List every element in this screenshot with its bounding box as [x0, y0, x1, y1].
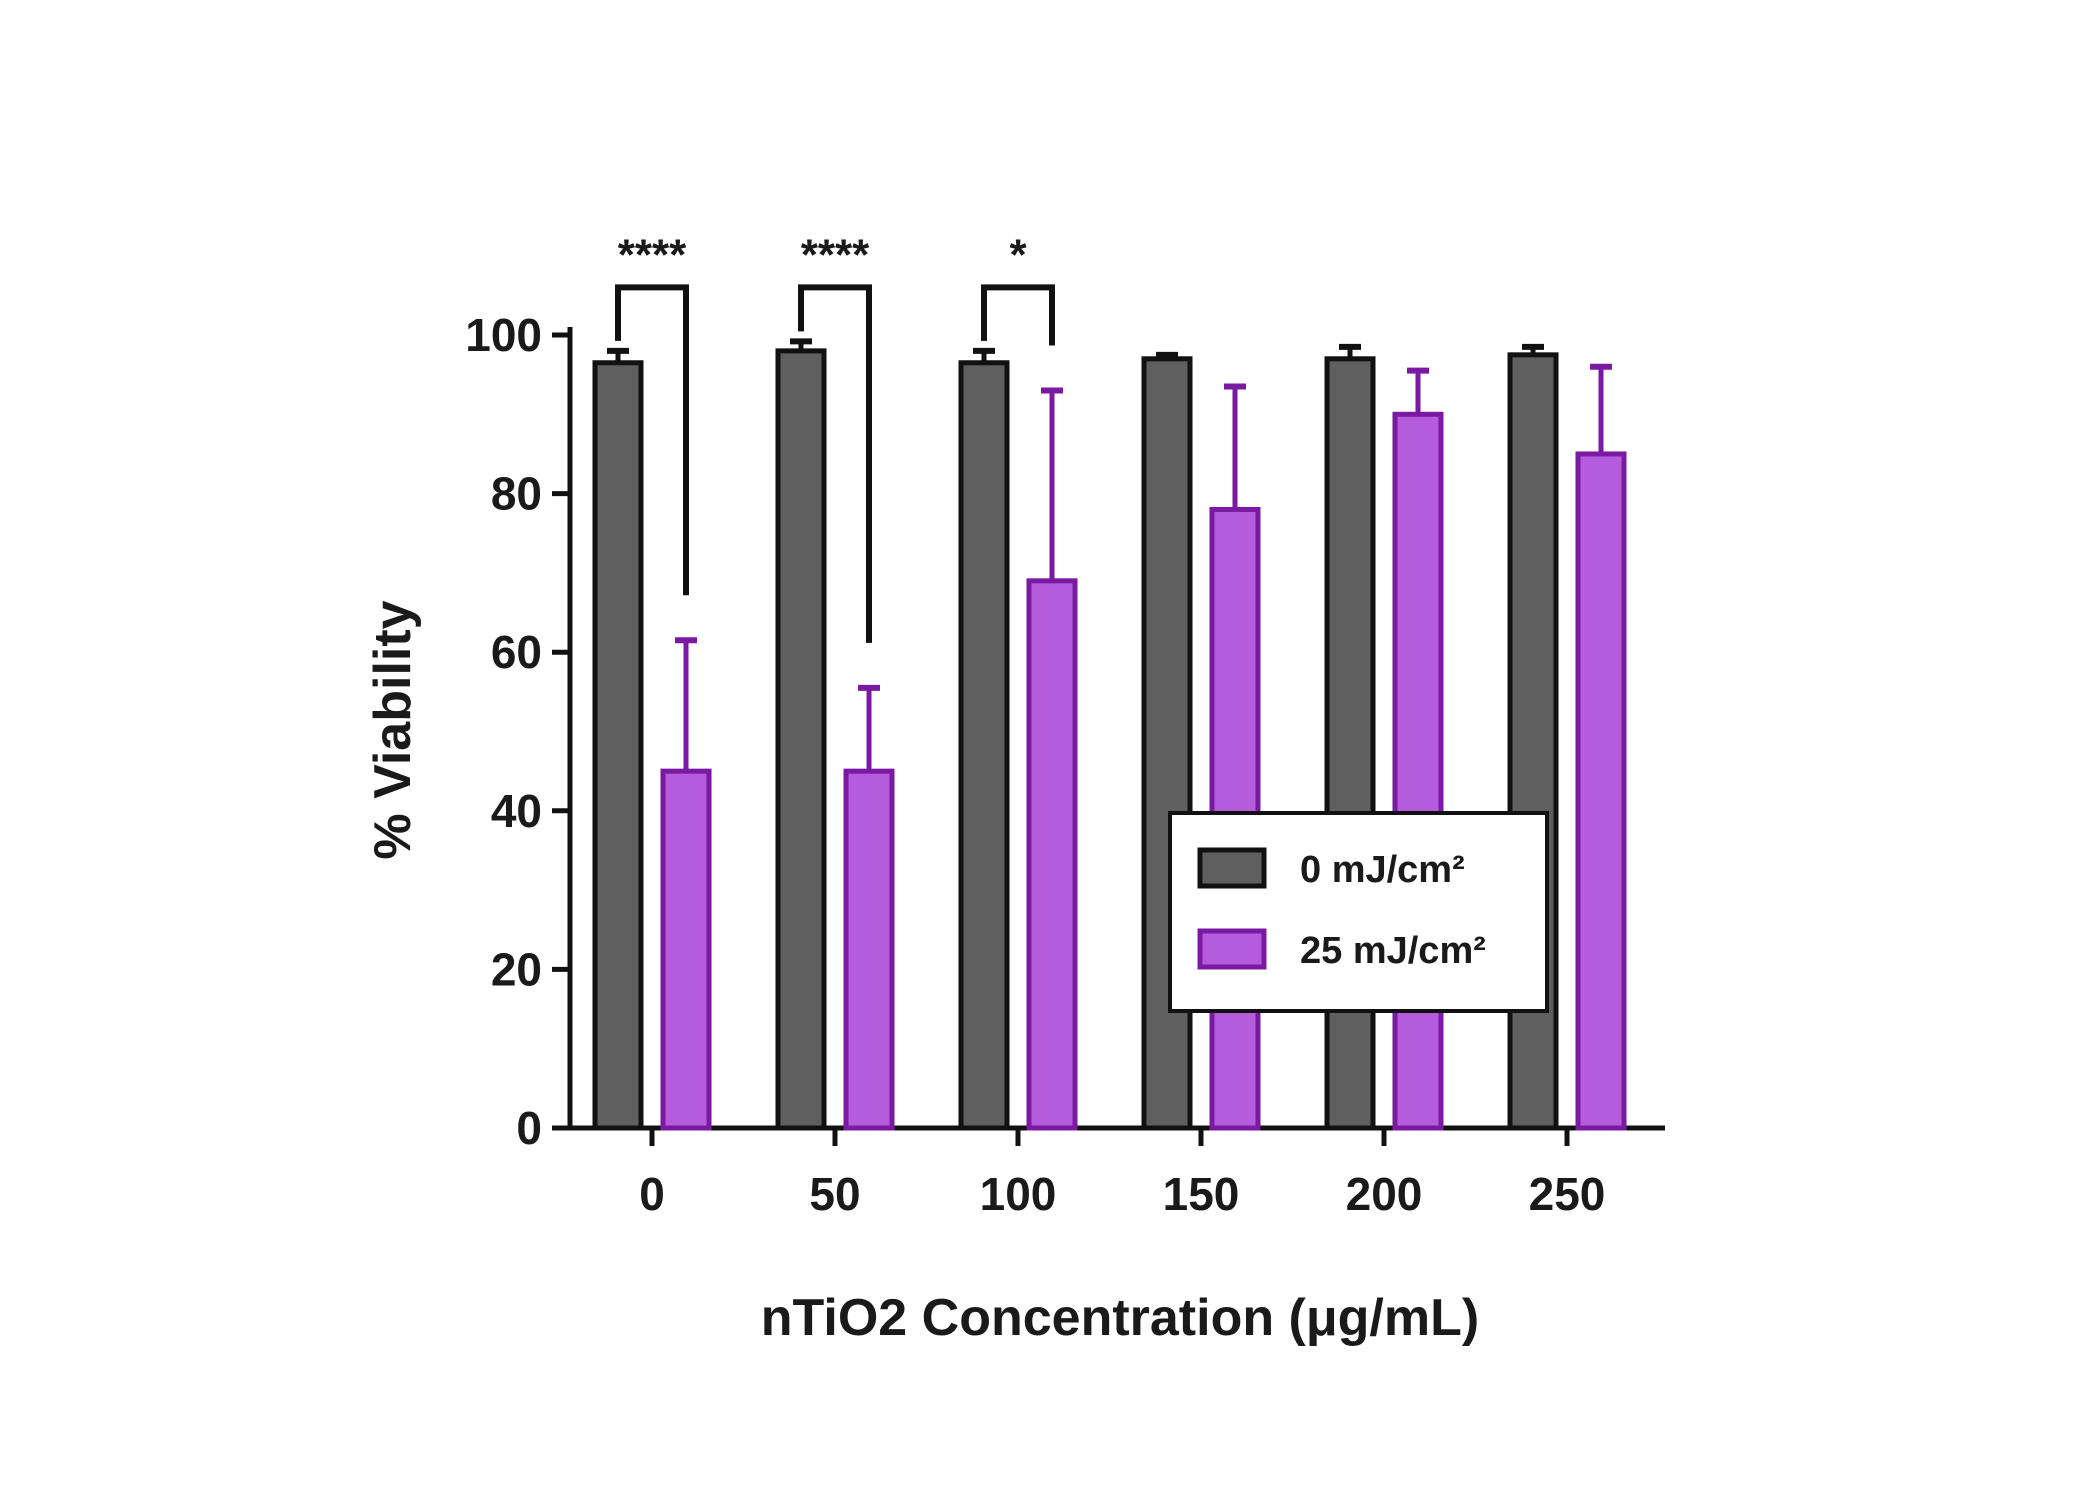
legend-label: 25 mJ/cm²	[1300, 930, 1486, 972]
y-tick-label: 80	[491, 468, 542, 520]
x-axis-title: nTiO2 Concentration (μg/mL)	[761, 1289, 1479, 1347]
x-tick-label: 150	[1163, 1168, 1240, 1220]
y-tick-label: 60	[491, 626, 542, 678]
y-tick-label: 40	[491, 785, 542, 837]
bar	[1392, 411, 1444, 1131]
x-tick-label: 0	[639, 1168, 665, 1220]
y-axis-title: % Viability	[364, 600, 422, 859]
significance-label: *	[1009, 230, 1027, 279]
significance-bracket	[615, 284, 689, 596]
legend-label: 0 mJ/cm²	[1300, 849, 1465, 891]
significance-bracket	[798, 284, 872, 643]
legend-swatch	[1197, 928, 1267, 970]
x-tick-label: 100	[980, 1168, 1057, 1220]
bar	[843, 768, 895, 1131]
bar	[958, 360, 1010, 1131]
bar	[592, 360, 644, 1131]
significance-bracket	[981, 284, 1055, 346]
bar	[775, 348, 827, 1131]
legend-swatch	[1197, 847, 1267, 889]
y-tick-label: 100	[465, 309, 542, 361]
significance-label: ****	[618, 230, 687, 279]
bar	[1026, 578, 1078, 1131]
legend-box	[1168, 811, 1549, 1013]
bar	[1575, 451, 1627, 1131]
x-tick-label: 200	[1346, 1168, 1423, 1220]
x-tick-label: 50	[809, 1168, 860, 1220]
x-tick-label: 250	[1529, 1168, 1606, 1220]
y-tick-label: 0	[516, 1102, 542, 1154]
y-tick-label: 20	[491, 943, 542, 995]
bar	[660, 768, 712, 1131]
significance-label: ****	[801, 230, 870, 279]
